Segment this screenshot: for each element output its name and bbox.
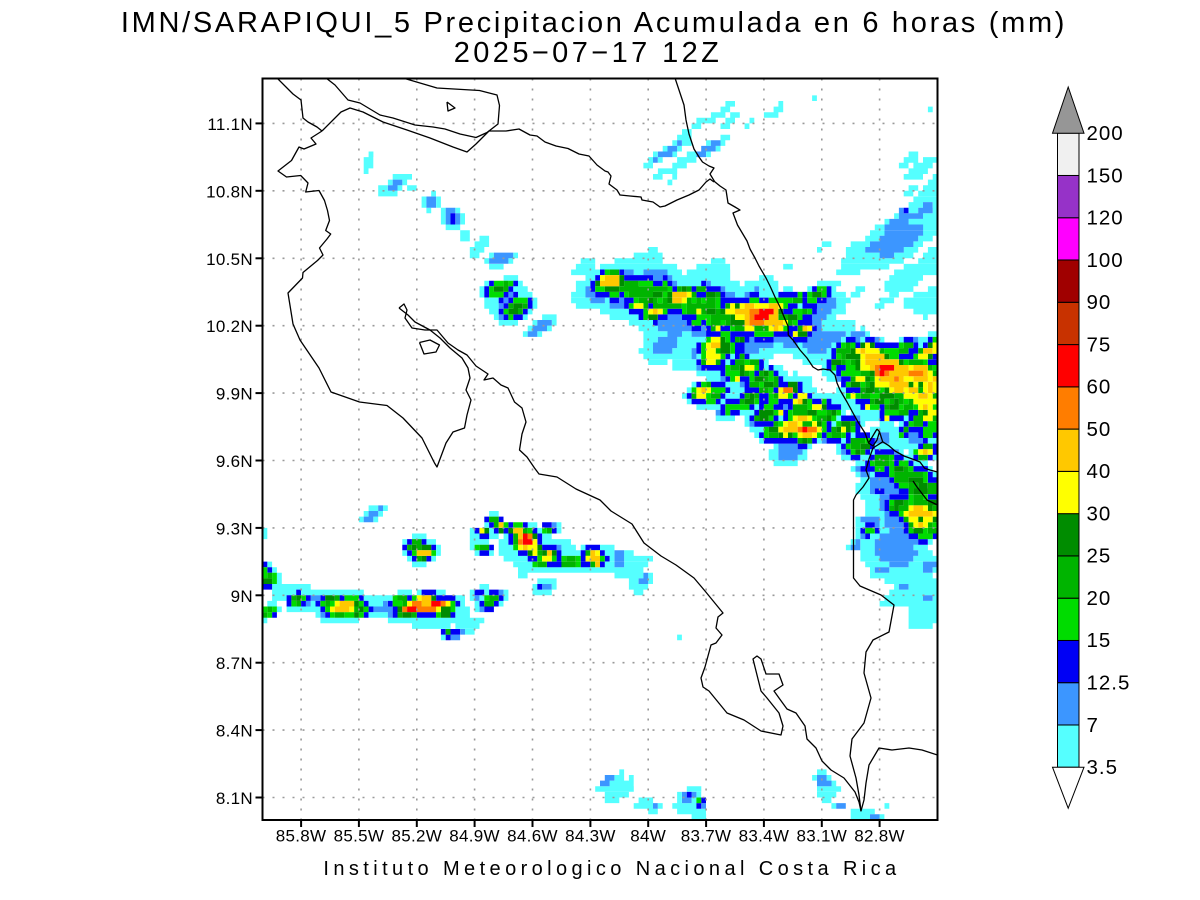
svg-text:50: 50 [1087, 418, 1112, 441]
svg-text:10.8N: 10.8N [206, 182, 253, 201]
svg-text:2025−07−17 12Z: 2025−07−17 12Z [454, 37, 723, 69]
svg-text:40: 40 [1087, 460, 1112, 483]
svg-text:84.6W: 84.6W [507, 827, 558, 846]
svg-text:85.5W: 85.5W [334, 827, 385, 846]
svg-text:9.3N: 9.3N [216, 519, 253, 538]
svg-text:9.9N: 9.9N [216, 385, 253, 404]
svg-text:12.5: 12.5 [1087, 672, 1131, 695]
svg-text:120: 120 [1087, 207, 1124, 230]
svg-text:75: 75 [1087, 333, 1112, 356]
svg-text:200: 200 [1087, 122, 1124, 145]
svg-text:60: 60 [1087, 376, 1112, 399]
svg-text:15: 15 [1087, 629, 1112, 652]
svg-text:83.1W: 83.1W [796, 827, 847, 846]
svg-text:83.7W: 83.7W [681, 827, 732, 846]
svg-text:84W: 84W [630, 827, 666, 846]
svg-text:84.9W: 84.9W [449, 827, 500, 846]
svg-text:20: 20 [1087, 587, 1112, 610]
svg-text:8.4N: 8.4N [216, 722, 253, 741]
svg-text:9.6N: 9.6N [216, 452, 253, 471]
svg-text:3.5: 3.5 [1087, 756, 1119, 779]
svg-text:8.1N: 8.1N [216, 789, 253, 808]
svg-text:25: 25 [1087, 545, 1112, 568]
svg-text:100: 100 [1087, 249, 1124, 272]
svg-text:82.8W: 82.8W [854, 827, 905, 846]
svg-text:84.3W: 84.3W [565, 827, 616, 846]
svg-text:150: 150 [1087, 164, 1124, 187]
svg-text:10.2N: 10.2N [206, 317, 253, 336]
svg-text:8.7N: 8.7N [216, 654, 253, 673]
svg-text:85.8W: 85.8W [276, 827, 327, 846]
svg-text:11.1N: 11.1N [207, 115, 253, 134]
svg-text:10.5N: 10.5N [206, 250, 253, 269]
svg-text:Instituto Meteorologico Nacion: Instituto Meteorologico Nacional Costa R… [323, 858, 900, 880]
svg-text:IMN/SARAPIQUI_5 Precipitacion: IMN/SARAPIQUI_5 Precipitacion Acumulada … [121, 7, 1067, 39]
svg-text:9N: 9N [231, 587, 253, 606]
svg-text:30: 30 [1087, 502, 1112, 525]
svg-text:85.2W: 85.2W [391, 827, 442, 846]
svg-text:83.4W: 83.4W [739, 827, 790, 846]
svg-text:90: 90 [1087, 291, 1112, 314]
svg-text:7: 7 [1087, 714, 1099, 737]
